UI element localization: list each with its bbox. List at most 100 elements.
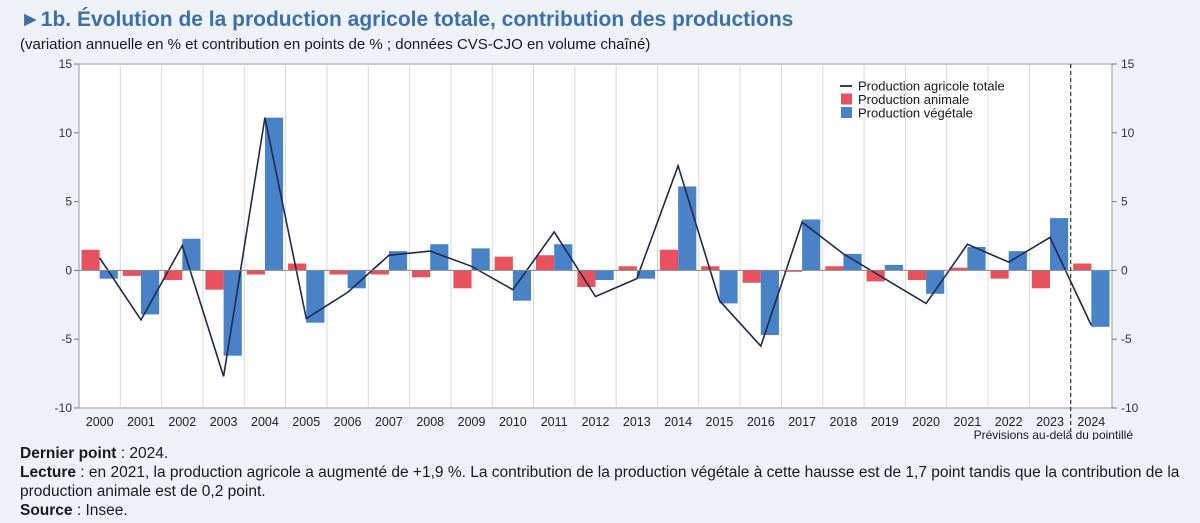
- bar-production-animale: [81, 249, 100, 271]
- x-tick-label: 2016: [747, 415, 775, 429]
- forecast-label: Prévisions au-delà du pointillé: [974, 428, 1134, 440]
- bar-production-vegetale: [678, 186, 697, 271]
- y-tick-label-right: 0: [1121, 263, 1128, 277]
- x-tick-label: 2019: [871, 415, 899, 429]
- bar-production-animale: [453, 270, 472, 289]
- legend-item-production-animale: Production animale: [858, 92, 969, 107]
- x-tick-label: 2012: [582, 415, 610, 429]
- bar-production-vegetale: [99, 270, 118, 279]
- y-tick-label-left: 5: [65, 195, 72, 209]
- bar-production-vegetale: [347, 270, 366, 289]
- x-tick-label: 2018: [830, 415, 858, 429]
- x-tick-label: 2022: [995, 415, 1023, 429]
- note-lecture: Lecture : en 2021, la production agricol…: [20, 463, 1180, 501]
- x-tick-label: 2001: [127, 415, 155, 429]
- y-tick-label-right: 10: [1121, 126, 1135, 140]
- bar-production-vegetale: [264, 117, 284, 271]
- bar-production-animale: [288, 263, 307, 271]
- y-tick-label-right: -10: [1121, 401, 1139, 415]
- x-tick-label: 2020: [912, 415, 940, 429]
- x-tick-label: 2004: [251, 415, 279, 429]
- title-text: 1b. Évolution de la production agricole …: [40, 8, 794, 31]
- bar-production-vegetale: [967, 247, 986, 271]
- bar-production-animale: [659, 249, 679, 271]
- bar-production-animale: [907, 270, 927, 281]
- bar-production-animale: [494, 256, 513, 271]
- note-dernier-point: Dernier point : 2024.: [20, 444, 1180, 463]
- legend-item-production-vegetale: Production végétale: [858, 106, 973, 121]
- y-tick-label-right: 5: [1121, 195, 1128, 209]
- bar-production-vegetale: [512, 270, 532, 301]
- note-dernier-text: : 2024.: [116, 445, 169, 462]
- bar-production-vegetale: [554, 244, 573, 271]
- y-tick-label-left: -5: [61, 332, 72, 346]
- bar-production-animale: [949, 267, 968, 271]
- x-tick-label: 2000: [86, 415, 114, 429]
- bar-production-vegetale: [1091, 270, 1110, 327]
- x-tick-label: 2006: [334, 415, 362, 429]
- x-tick-label: 2015: [706, 415, 734, 429]
- note-source-text: : Insee.: [72, 502, 128, 519]
- x-tick-label: 2007: [375, 415, 403, 429]
- bar-production-vegetale: [1050, 218, 1069, 271]
- y-tick-label-right: -5: [1121, 332, 1132, 346]
- plot-area: [78, 63, 1113, 409]
- chart-title: ►1b. Évolution de la production agricole…: [20, 8, 793, 32]
- bar-production-animale: [742, 270, 761, 283]
- y-tick-label-left: 10: [59, 126, 73, 140]
- x-tick-label: 2013: [623, 415, 651, 429]
- bar-production-vegetale: [802, 219, 821, 271]
- x-tick-label: 2008: [416, 415, 444, 429]
- bar-production-animale: [535, 255, 555, 271]
- bar-production-animale: [866, 270, 885, 282]
- y-tick-label-left: 0: [65, 263, 72, 277]
- y-tick-label-right: 15: [1121, 57, 1135, 71]
- legend-item-production-totale: Production agricole totale: [858, 79, 1005, 94]
- x-tick-label: 2023: [1036, 415, 1064, 429]
- bar-production-vegetale: [843, 253, 862, 271]
- legend-item-production-vegetale-swatch: [841, 107, 852, 118]
- note-source: Source : Insee.: [20, 501, 1180, 520]
- bar-production-animale: [990, 270, 1009, 279]
- bar-production-vegetale: [636, 270, 656, 279]
- line-production-totale: [99, 117, 1093, 377]
- bar-production-animale: [825, 266, 844, 271]
- note-dernier-label: Dernier point: [20, 445, 117, 462]
- bar-production-animale: [412, 270, 431, 278]
- bar-production-animale: [329, 270, 348, 275]
- x-tick-label: 2010: [499, 415, 527, 429]
- bar-production-vegetale: [719, 270, 738, 304]
- bar-production-animale: [1031, 270, 1051, 289]
- chart-notes: Dernier point : 2024. Lecture : en 2021,…: [20, 444, 1180, 520]
- x-tick-label: 2024: [1077, 415, 1105, 429]
- bar-production-animale: [164, 270, 183, 281]
- title-arrow-icon: ►: [20, 8, 41, 31]
- x-tick-label: 2021: [953, 415, 981, 429]
- bar-production-vegetale: [595, 270, 614, 281]
- bar-production-vegetale: [1008, 251, 1027, 271]
- bar-production-vegetale: [471, 248, 490, 271]
- x-tick-label: 2002: [168, 415, 196, 429]
- bar-production-animale: [783, 270, 803, 272]
- note-lecture-label: Lecture: [20, 464, 76, 481]
- bar-production-vegetale: [884, 264, 903, 271]
- note-lecture-text: : en 2021, la production agricole a augm…: [20, 464, 1180, 500]
- x-tick-label: 2005: [292, 415, 320, 429]
- y-tick-label-left: 15: [59, 57, 73, 71]
- bar-production-vegetale: [140, 270, 160, 315]
- bar-production-vegetale: [388, 251, 408, 271]
- y-tick-label-left: -10: [55, 401, 73, 415]
- bar-production-vegetale: [430, 244, 449, 271]
- x-tick-label: 2011: [541, 415, 568, 429]
- x-tick-label: 2017: [788, 415, 816, 429]
- x-tick-label: 2009: [458, 415, 486, 429]
- x-tick-label: 2014: [664, 415, 692, 429]
- bar-production-animale: [370, 270, 389, 275]
- bar-production-animale: [205, 270, 224, 290]
- note-source-label: Source: [20, 502, 73, 519]
- chart-subtitle: (variation annuelle en % et contribution…: [20, 36, 651, 53]
- legend-item-production-animale-swatch: [841, 93, 852, 105]
- bar-line-chart: 15 15 10 10 5 5 0 0 -5 -5 -10 -10 2000 2001 2002 2003 20…: [55, 57, 1139, 440]
- bar-production-vegetale: [760, 270, 779, 336]
